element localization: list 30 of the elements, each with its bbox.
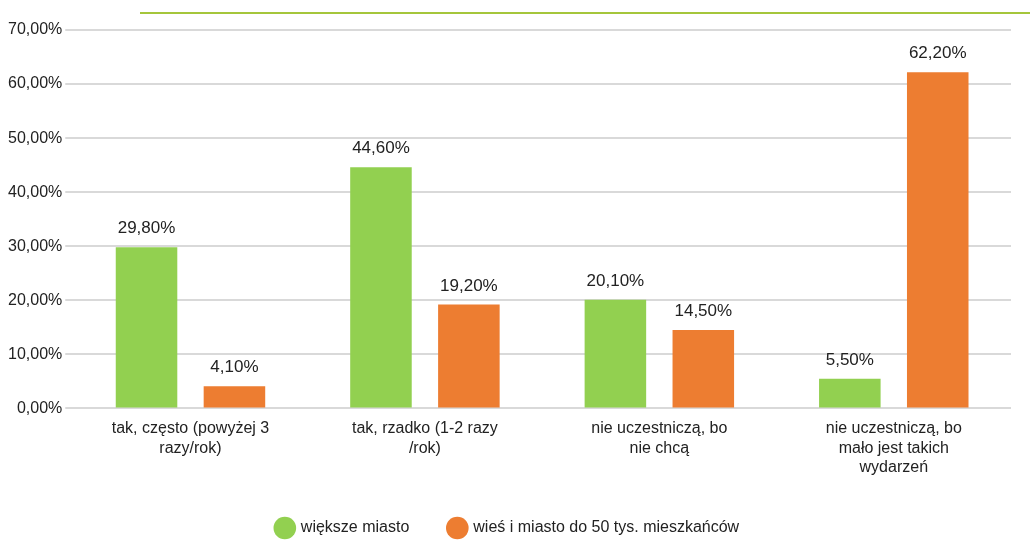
data-label: 4,10% bbox=[210, 357, 259, 377]
bar bbox=[115, 247, 178, 408]
data-label: 5,50% bbox=[825, 349, 874, 369]
data-label: 44,60% bbox=[352, 138, 410, 158]
y-tick-label: 20,00% bbox=[8, 290, 63, 308]
bar bbox=[203, 386, 266, 408]
data-label: 14,50% bbox=[674, 301, 733, 321]
x-tick-label: nie uczestniczą, bo mało jest takich wydarzeń bbox=[825, 419, 962, 475]
y-tick-label: 10,00% bbox=[8, 344, 63, 362]
y-tick-label: 30,00% bbox=[8, 236, 63, 254]
y-tick-label: 0,00% bbox=[16, 398, 63, 416]
legend-label: wieś i miasto do 50 tys. mieszkańców bbox=[472, 518, 740, 536]
y-tick-label: 60,00% bbox=[8, 74, 63, 92]
bar bbox=[438, 304, 500, 408]
bar bbox=[672, 330, 735, 408]
y-tick-label: 40,00% bbox=[8, 182, 63, 200]
legend-label: większe miasto bbox=[299, 518, 410, 536]
data-label: 62,20% bbox=[908, 43, 967, 63]
data-label: 20,10% bbox=[586, 270, 645, 290]
bar bbox=[906, 72, 969, 408]
bar bbox=[350, 167, 412, 408]
data-label: 29,80% bbox=[117, 218, 176, 238]
x-tick-label: tak, często (powyżej 3 razy/rok) bbox=[111, 419, 270, 456]
x-tick-label: nie uczestniczą, bo nie chcą bbox=[591, 419, 728, 456]
data-label: 19,20% bbox=[440, 275, 498, 295]
y-tick-label: 70,00% bbox=[8, 20, 63, 38]
bar bbox=[584, 299, 647, 408]
x-tick-label: tak, rzadko (1-2 razy /rok) bbox=[352, 419, 498, 456]
y-tick-label: 50,00% bbox=[8, 128, 63, 146]
bar bbox=[819, 378, 881, 408]
